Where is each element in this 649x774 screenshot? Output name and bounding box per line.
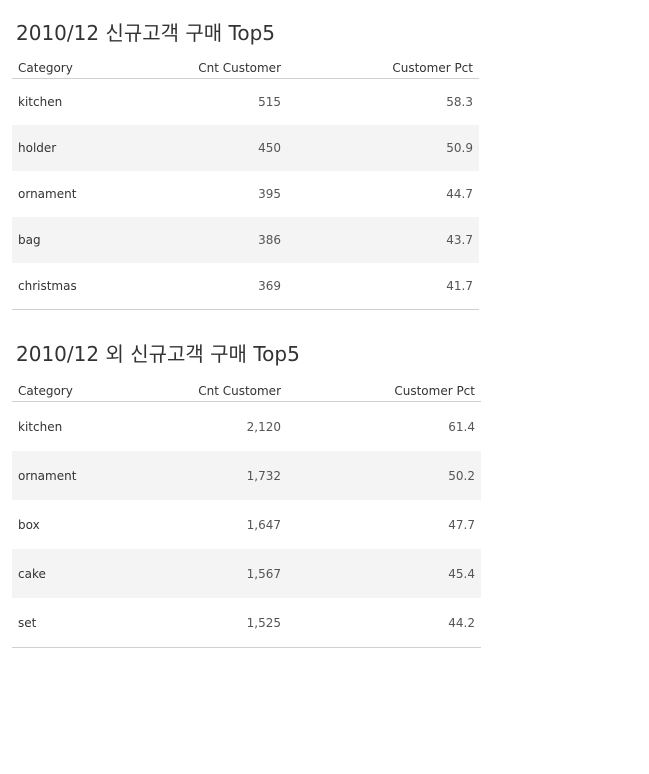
cell-category: ornament <box>18 187 77 201</box>
cell-customer-pct: 50.2 <box>448 468 475 483</box>
cell-cnt-customer: 450 <box>258 141 281 155</box>
cell-customer-pct: 58.3 <box>446 95 473 109</box>
table-section-december: 2010/12 신규고객 구매 Top5 Category Cnt Custom… <box>12 18 479 310</box>
cell-cnt-customer: 515 <box>258 95 281 109</box>
table-row[interactable]: box 1,647 47.7 <box>12 500 481 549</box>
cell-cnt-customer: 386 <box>258 233 281 247</box>
table-bottom-divider <box>12 309 479 310</box>
cell-cnt-customer: 1,567 <box>246 566 281 581</box>
cell-customer-pct: 50.9 <box>446 141 473 155</box>
cell-cnt-customer: 1,647 <box>246 517 281 532</box>
table-row[interactable]: kitchen 515 58.3 <box>12 79 479 125</box>
cell-cnt-customer: 1,525 <box>246 615 281 630</box>
table-title: 2010/12 외 신규고객 구매 Top5 <box>16 342 300 366</box>
cell-category: kitchen <box>18 419 63 434</box>
column-header-category[interactable]: Category <box>18 384 73 398</box>
column-header-cnt-customer[interactable]: Cnt Customer <box>198 384 281 398</box>
table-section-other-months: 2010/12 외 신규고객 구매 Top5 Category Cnt Cust… <box>12 339 481 648</box>
table-row[interactable]: bag 386 43.7 <box>12 217 479 263</box>
cell-customer-pct: 61.4 <box>448 419 475 434</box>
cell-category: bag <box>18 233 41 247</box>
cell-category: christmas <box>18 279 77 293</box>
cell-customer-pct: 45.4 <box>448 566 475 581</box>
table-bottom-divider <box>12 647 481 648</box>
table-row[interactable]: kitchen 2,120 61.4 <box>12 402 481 451</box>
table-header-row: Category Cnt Customer Customer Pct <box>12 61 479 79</box>
cell-cnt-customer: 395 <box>258 187 281 201</box>
cell-category: cake <box>18 566 46 581</box>
table-row[interactable]: christmas 369 41.7 <box>12 263 479 309</box>
table-row[interactable]: ornament 395 44.7 <box>12 171 479 217</box>
cell-category: holder <box>18 141 57 155</box>
table-row[interactable]: cake 1,567 45.4 <box>12 549 481 598</box>
column-header-customer-pct[interactable]: Customer Pct <box>392 61 473 75</box>
cell-category: kitchen <box>18 95 63 109</box>
column-header-cnt-customer[interactable]: Cnt Customer <box>198 61 281 75</box>
cell-customer-pct: 44.7 <box>446 187 473 201</box>
cell-customer-pct: 47.7 <box>448 517 475 532</box>
table-row[interactable]: ornament 1,732 50.2 <box>12 451 481 500</box>
cell-cnt-customer: 369 <box>258 279 281 293</box>
table-title: 2010/12 신규고객 구매 Top5 <box>16 21 276 45</box>
cell-customer-pct: 41.7 <box>446 279 473 293</box>
cell-category: ornament <box>18 468 77 483</box>
cell-customer-pct: 44.2 <box>448 615 475 630</box>
column-header-customer-pct[interactable]: Customer Pct <box>394 384 475 398</box>
cell-category: box <box>18 517 40 532</box>
table-row[interactable]: set 1,525 44.2 <box>12 598 481 647</box>
cell-customer-pct: 43.7 <box>446 233 473 247</box>
table-row[interactable]: holder 450 50.9 <box>12 125 479 171</box>
table-header-row: Category Cnt Customer Customer Pct <box>12 384 481 402</box>
column-header-category[interactable]: Category <box>18 61 73 75</box>
cell-cnt-customer: 2,120 <box>246 419 281 434</box>
cell-cnt-customer: 1,732 <box>246 468 281 483</box>
cell-category: set <box>18 615 37 630</box>
